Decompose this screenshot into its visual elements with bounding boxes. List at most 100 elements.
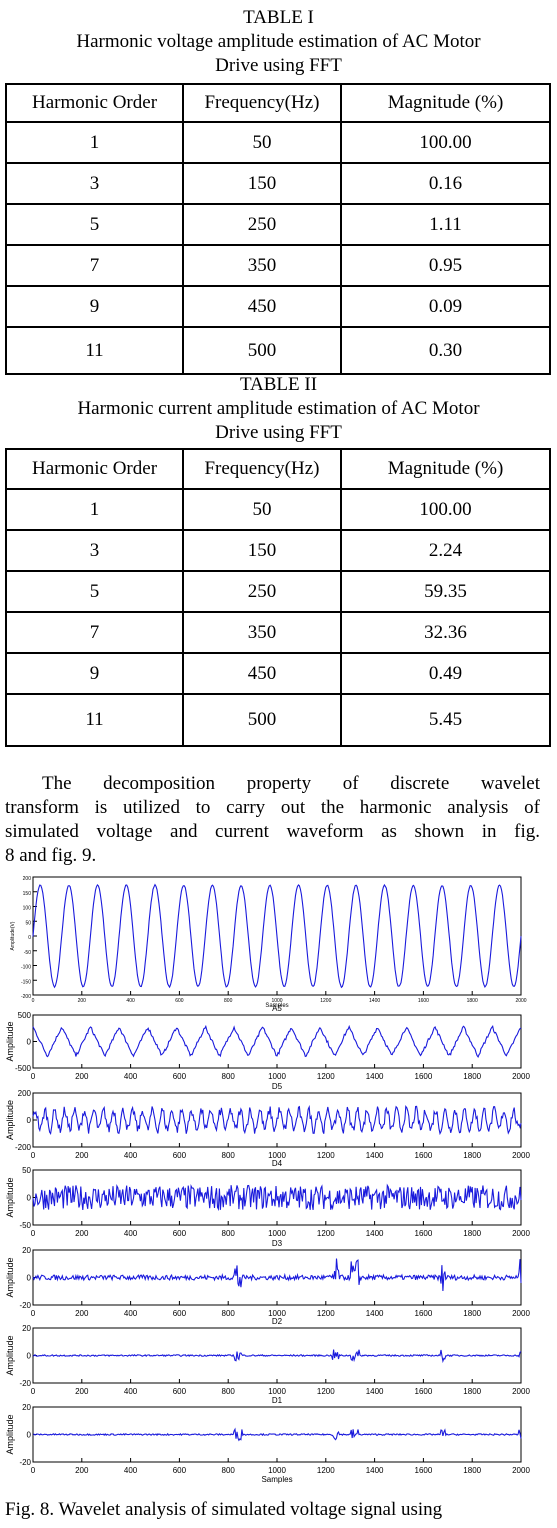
x-tick-label: 1600 — [415, 1229, 433, 1238]
table-caption: Harmonic voltage amplitude estimation of… — [76, 31, 481, 52]
cell: 0.16 — [340, 162, 551, 205]
y-tick-label: 20 — [22, 1324, 31, 1333]
paragraph-line: transform is utilized to carry out the h… — [5, 797, 540, 818]
row: 1 50 100.00 — [5, 488, 551, 531]
x-tick-label: 1000 — [268, 1309, 286, 1318]
y-axis-label: Amplitude(V) — [10, 921, 16, 950]
x-tick-label: 2000 — [512, 1309, 530, 1318]
cell: 100.00 — [340, 121, 551, 164]
row: 1 50 100.00 — [5, 121, 551, 164]
cell: 3 — [5, 529, 184, 572]
x-tick-label: 0 — [31, 1387, 36, 1396]
x-tick-label: 1400 — [366, 1387, 384, 1396]
x-tick-label: 1200 — [317, 1072, 335, 1081]
y-tick-label: 0 — [28, 935, 31, 941]
cell: 500 — [182, 326, 342, 375]
x-tick-label: 1400 — [366, 1309, 384, 1318]
x-tick-label: 1400 — [366, 1466, 384, 1475]
y-axis-label: Amplitude — [5, 1021, 15, 1061]
row: 3 150 0.16 — [5, 162, 551, 205]
row: 3 150 2.24 — [5, 529, 551, 572]
x-tick-label: 400 — [124, 1229, 138, 1238]
header-cell: Magnitude (%) — [340, 448, 551, 490]
cell: 150 — [182, 162, 342, 205]
y-axis-label: Amplitude — [5, 1100, 15, 1140]
x-tick-label: 1200 — [317, 1229, 335, 1238]
table-label: TABLE I — [243, 7, 314, 28]
x-tick-label: 2000 — [512, 1466, 530, 1475]
x-tick-label: 1000 — [268, 1151, 286, 1160]
y-axis-label: Amplitude — [5, 1414, 15, 1454]
subplot-title: D4 — [272, 1159, 283, 1168]
y-tick-label: 200 — [23, 876, 32, 882]
plot-frame — [32, 1014, 522, 1069]
table-caption: Drive using FFT — [215, 55, 342, 76]
x-tick-label: 600 — [173, 1151, 187, 1160]
y-tick-label: 20 — [22, 1403, 31, 1412]
cell: 50 — [182, 488, 342, 531]
x-tick-label: 1800 — [463, 1229, 481, 1238]
y-tick-label: 100 — [23, 906, 32, 912]
x-tick-label: 600 — [173, 1309, 187, 1318]
row: 5 250 1.11 — [5, 203, 551, 246]
y-tick-label: -200 — [15, 1143, 32, 1152]
row: 9 450 0.49 — [5, 652, 551, 695]
cell: 450 — [182, 285, 342, 328]
waveform — [32, 1104, 522, 1136]
x-tick-label: 1600 — [415, 1309, 433, 1318]
header-cell: Frequency(Hz) — [182, 448, 342, 490]
y-axis-label: Amplitude — [5, 1177, 15, 1217]
x-axis-label: Samples — [261, 1475, 292, 1484]
x-tick-label: 2000 — [512, 1072, 530, 1081]
cell: 7 — [5, 611, 184, 654]
cell: 1 — [5, 488, 184, 531]
cell: 150 — [182, 529, 342, 572]
cell: 50 — [182, 121, 342, 164]
x-tick-label: 0 — [31, 1151, 36, 1160]
waveform — [32, 1349, 522, 1364]
cell: 59.35 — [340, 570, 551, 613]
header-cell: Harmonic Order — [5, 83, 184, 123]
x-tick-label: 1400 — [369, 998, 380, 1004]
x-tick-label: 0 — [32, 998, 35, 1004]
x-tick-label: 800 — [222, 1229, 236, 1238]
x-tick-label: 400 — [124, 1466, 138, 1475]
cell: 0.30 — [340, 326, 551, 375]
y-tick-label: 0 — [27, 1274, 32, 1283]
y-tick-label: -200 — [21, 994, 31, 1000]
cell: 11 — [5, 326, 184, 375]
header-cell: Harmonic Order — [5, 448, 184, 490]
subplot-title: D5 — [272, 1082, 283, 1091]
x-tick-label: 600 — [173, 1466, 187, 1475]
x-tick-label: 200 — [75, 1229, 89, 1238]
paragraph-line: 8 and fig. 9. — [5, 845, 97, 866]
x-tick-label: 0 — [31, 1466, 36, 1475]
x-tick-label: 1800 — [463, 1072, 481, 1081]
x-tick-label: 1200 — [317, 1387, 335, 1396]
waveform — [32, 1183, 522, 1212]
x-tick-label: 1200 — [320, 998, 331, 1004]
x-tick-label: 800 — [222, 1309, 236, 1318]
cell: 1 — [5, 121, 184, 164]
x-tick-label: 2000 — [512, 1387, 530, 1396]
cell: 5 — [5, 570, 184, 613]
cell: 350 — [182, 611, 342, 654]
x-tick-label: 1800 — [463, 1151, 481, 1160]
cell: 2.24 — [340, 529, 551, 572]
x-tick-label: 2000 — [512, 1151, 530, 1160]
y-tick-label: -20 — [19, 1301, 31, 1310]
row: 7 350 32.36 — [5, 611, 551, 654]
x-tick-label: 800 — [222, 1072, 236, 1081]
cell: 5.45 — [340, 693, 551, 747]
cell: 9 — [5, 285, 184, 328]
cell: 450 — [182, 652, 342, 695]
x-tick-label: 1200 — [317, 1466, 335, 1475]
x-tick-label: 200 — [75, 1072, 89, 1081]
cell: 7 — [5, 244, 184, 287]
figure-caption: Fig. 8. Wavelet analysis of simulated vo… — [5, 1499, 443, 1520]
x-tick-label: 600 — [173, 1229, 187, 1238]
y-tick-label: 0 — [27, 1038, 32, 1047]
waveform — [32, 883, 522, 989]
